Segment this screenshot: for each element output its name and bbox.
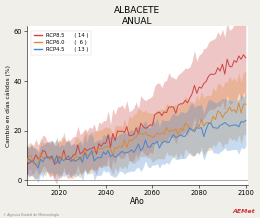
Text: © Agencia Estatal de Meteorología: © Agencia Estatal de Meteorología bbox=[3, 213, 58, 217]
Y-axis label: Cambio en días cálidos (%): Cambio en días cálidos (%) bbox=[5, 65, 11, 147]
Text: AEMet: AEMet bbox=[232, 209, 255, 214]
X-axis label: Año: Año bbox=[130, 197, 145, 206]
Legend: RCP8.5      ( 14 ), RCP6.0      (  6 ), RCP4.5      ( 13 ): RCP8.5 ( 14 ), RCP6.0 ( 6 ), RCP4.5 ( 13… bbox=[31, 31, 91, 55]
Title: ALBACETE
ANUAL: ALBACETE ANUAL bbox=[114, 5, 160, 26]
